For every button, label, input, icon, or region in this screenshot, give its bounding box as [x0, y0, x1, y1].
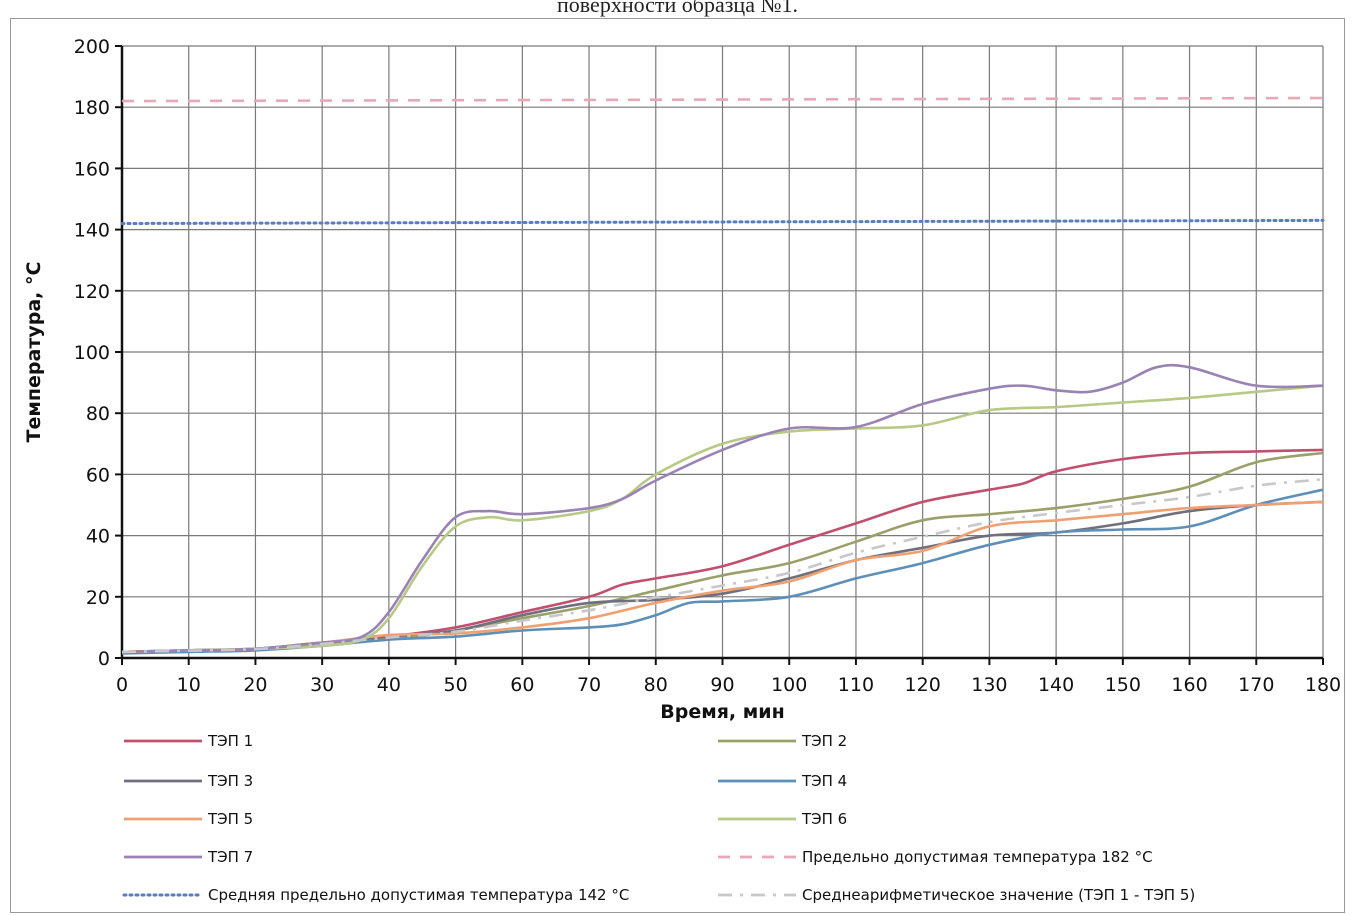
y-tick-label: 160 — [74, 158, 110, 180]
x-tick-label: 70 — [577, 674, 601, 696]
legend-label-4: ТЭП 4 — [801, 772, 847, 790]
y-tick-label: 200 — [74, 36, 110, 58]
x-tick-label: 0 — [116, 674, 128, 696]
x-tick-label: 160 — [1171, 674, 1207, 696]
y-tick-label: 0 — [98, 648, 110, 670]
legend-label-9: Средняя предельно допустимая температура… — [208, 886, 629, 904]
x-tick-label: 130 — [971, 674, 1007, 696]
y-tick-label: 20 — [86, 587, 110, 609]
x-tick-label: 150 — [1105, 674, 1141, 696]
y-tick-label: 100 — [74, 342, 110, 364]
x-tick-label: 170 — [1238, 674, 1274, 696]
y-tick-label: 180 — [74, 97, 110, 119]
y-tick-label: 60 — [86, 464, 110, 486]
x-tick-label: 20 — [243, 674, 267, 696]
legend-label-7: ТЭП 7 — [207, 848, 253, 866]
x-tick-label: 40 — [377, 674, 401, 696]
x-tick-label: 180 — [1305, 674, 1341, 696]
x-tick-label: 110 — [838, 674, 874, 696]
x-tick-label: 50 — [444, 674, 468, 696]
y-tick-label: 40 — [86, 526, 110, 548]
legend-label-10: Среднеарифметическое значение (ТЭП 1 - Т… — [802, 886, 1195, 904]
legend-label-2: ТЭП 2 — [801, 732, 847, 750]
x-tick-label: 30 — [310, 674, 334, 696]
y-tick-label: 120 — [74, 281, 110, 303]
y-tick-label: 140 — [74, 220, 110, 242]
series-line-8 — [121, 96, 1324, 103]
legend-label-5: ТЭП 5 — [207, 810, 253, 828]
chart-frame — [10, 18, 1345, 913]
legend-label-1: ТЭП 1 — [207, 732, 253, 750]
page-header-fragment: поверхности образца №1. — [557, 0, 798, 17]
series-line-10 — [121, 478, 1324, 654]
series-line-7 — [121, 363, 1324, 654]
x-tick-label: 80 — [644, 674, 668, 696]
y-axis-title: Температура, °С — [23, 262, 45, 443]
x-tick-label: 60 — [510, 674, 534, 696]
legend-label-3: ТЭП 3 — [207, 772, 253, 790]
legend-label-6: ТЭП 6 — [801, 810, 847, 828]
x-tick-label: 140 — [1038, 674, 1074, 696]
x-axis-title: Время, мин — [660, 701, 785, 723]
y-tick-label: 80 — [86, 403, 110, 425]
x-tick-label: 90 — [710, 674, 734, 696]
series-line-9 — [120, 218, 1325, 225]
x-tick-label: 120 — [905, 674, 941, 696]
legend-label-8: Предельно допустимая температура 182 °С — [802, 848, 1153, 866]
x-tick-label: 100 — [771, 674, 807, 696]
x-tick-label: 10 — [177, 674, 201, 696]
